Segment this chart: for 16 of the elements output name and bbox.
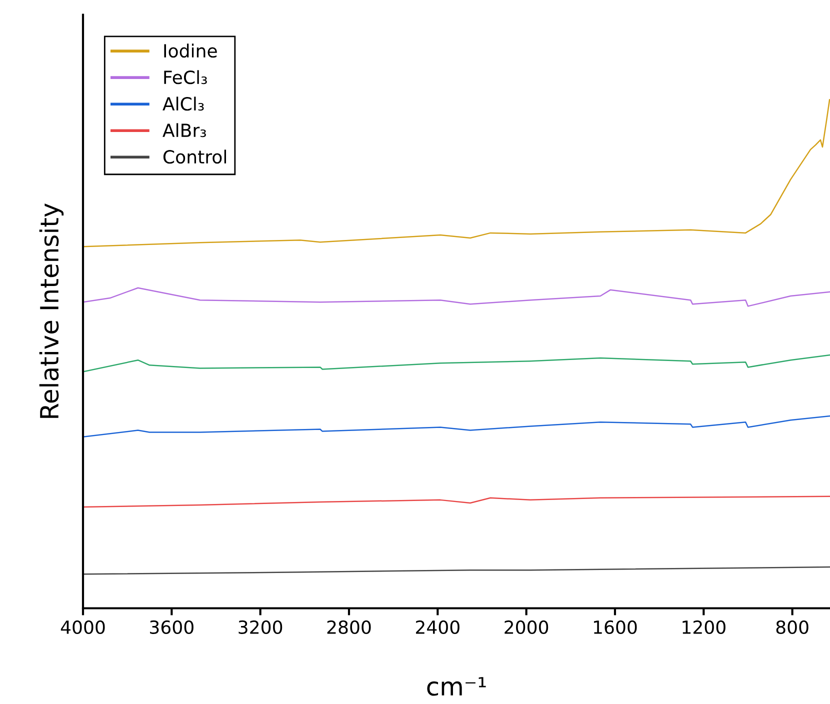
x-axis-title: cm⁻¹ (427, 677, 486, 696)
x-tick-label: 2000 (504, 620, 548, 634)
x-tick-label: 1600 (594, 620, 637, 634)
legend-label: AlBr₃ (162, 123, 206, 138)
x-tick-label: 2800 (327, 620, 371, 634)
legend-label: AlCl₃ (162, 96, 204, 111)
x-tick-label: 1200 (682, 620, 726, 634)
x-tick-label: 3600 (150, 620, 194, 634)
legend-label: Iodine (164, 44, 217, 58)
x-tick-label: 4000 (60, 620, 105, 634)
x-tick-label: 2400 (416, 620, 460, 634)
legend-label: FeCl₃ (164, 70, 207, 84)
legend-label: Control (163, 150, 226, 164)
x-tick-label: 800 (776, 620, 808, 634)
x-tick-label: 3200 (238, 620, 282, 634)
y-axis-title: Relative Intensity (39, 203, 64, 418)
